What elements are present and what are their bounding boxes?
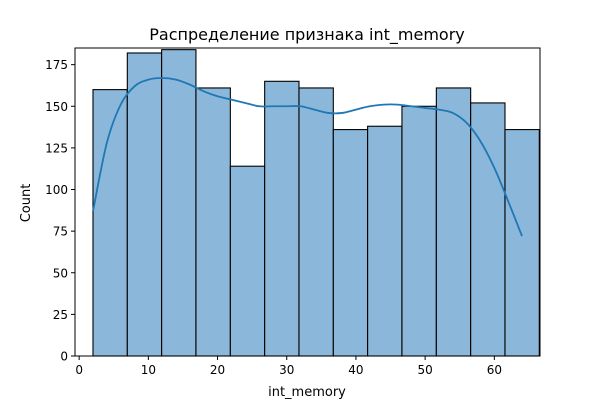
- histogram-bar: [126, 52, 163, 357]
- histogram-bar: [332, 129, 369, 357]
- histogram-bar: [367, 125, 403, 357]
- y-tick-label: 175: [45, 58, 68, 72]
- histogram-bars: [92, 49, 540, 357]
- x-tick-label: 50: [417, 363, 432, 377]
- y-axis-label: Count: [19, 184, 34, 223]
- y-tick-label: 50: [53, 266, 68, 280]
- chart-title: Распределение признака int_memory: [149, 25, 465, 45]
- histogram-bar: [161, 49, 197, 357]
- y-tick-label: 125: [45, 141, 68, 155]
- kde-curve-group: [92, 77, 523, 237]
- x-axis-ticks: 0 10 20 30 40 50 60: [75, 356, 502, 377]
- histogram-bar: [401, 105, 437, 357]
- histogram-bar: [298, 87, 334, 357]
- histogram-bar: [229, 165, 266, 357]
- y-tick-label: 150: [45, 100, 68, 114]
- histogram-bar: [195, 87, 231, 357]
- x-tick-label: 60: [487, 363, 502, 377]
- x-tick-label: 10: [141, 363, 156, 377]
- x-tick-label: 0: [75, 363, 83, 377]
- histogram-bar: [504, 129, 540, 357]
- y-tick-label: 75: [53, 225, 68, 239]
- histogram-bar: [470, 102, 506, 357]
- histogram-bar: [264, 80, 300, 357]
- y-tick-label: 0: [60, 350, 68, 364]
- y-axis-ticks: 0 25 50 75 100 125 150 175: [45, 58, 75, 364]
- x-tick-label: 30: [279, 363, 294, 377]
- axes-frame: [74, 47, 541, 357]
- x-tick-label: 20: [210, 363, 225, 377]
- y-tick-label: 100: [45, 183, 68, 197]
- kde-curve: [92, 77, 523, 237]
- x-axis-label: int_memory: [268, 385, 346, 400]
- histogram-bar: [435, 87, 472, 357]
- y-tick-label: 25: [53, 308, 68, 322]
- x-tick-label: 40: [348, 363, 363, 377]
